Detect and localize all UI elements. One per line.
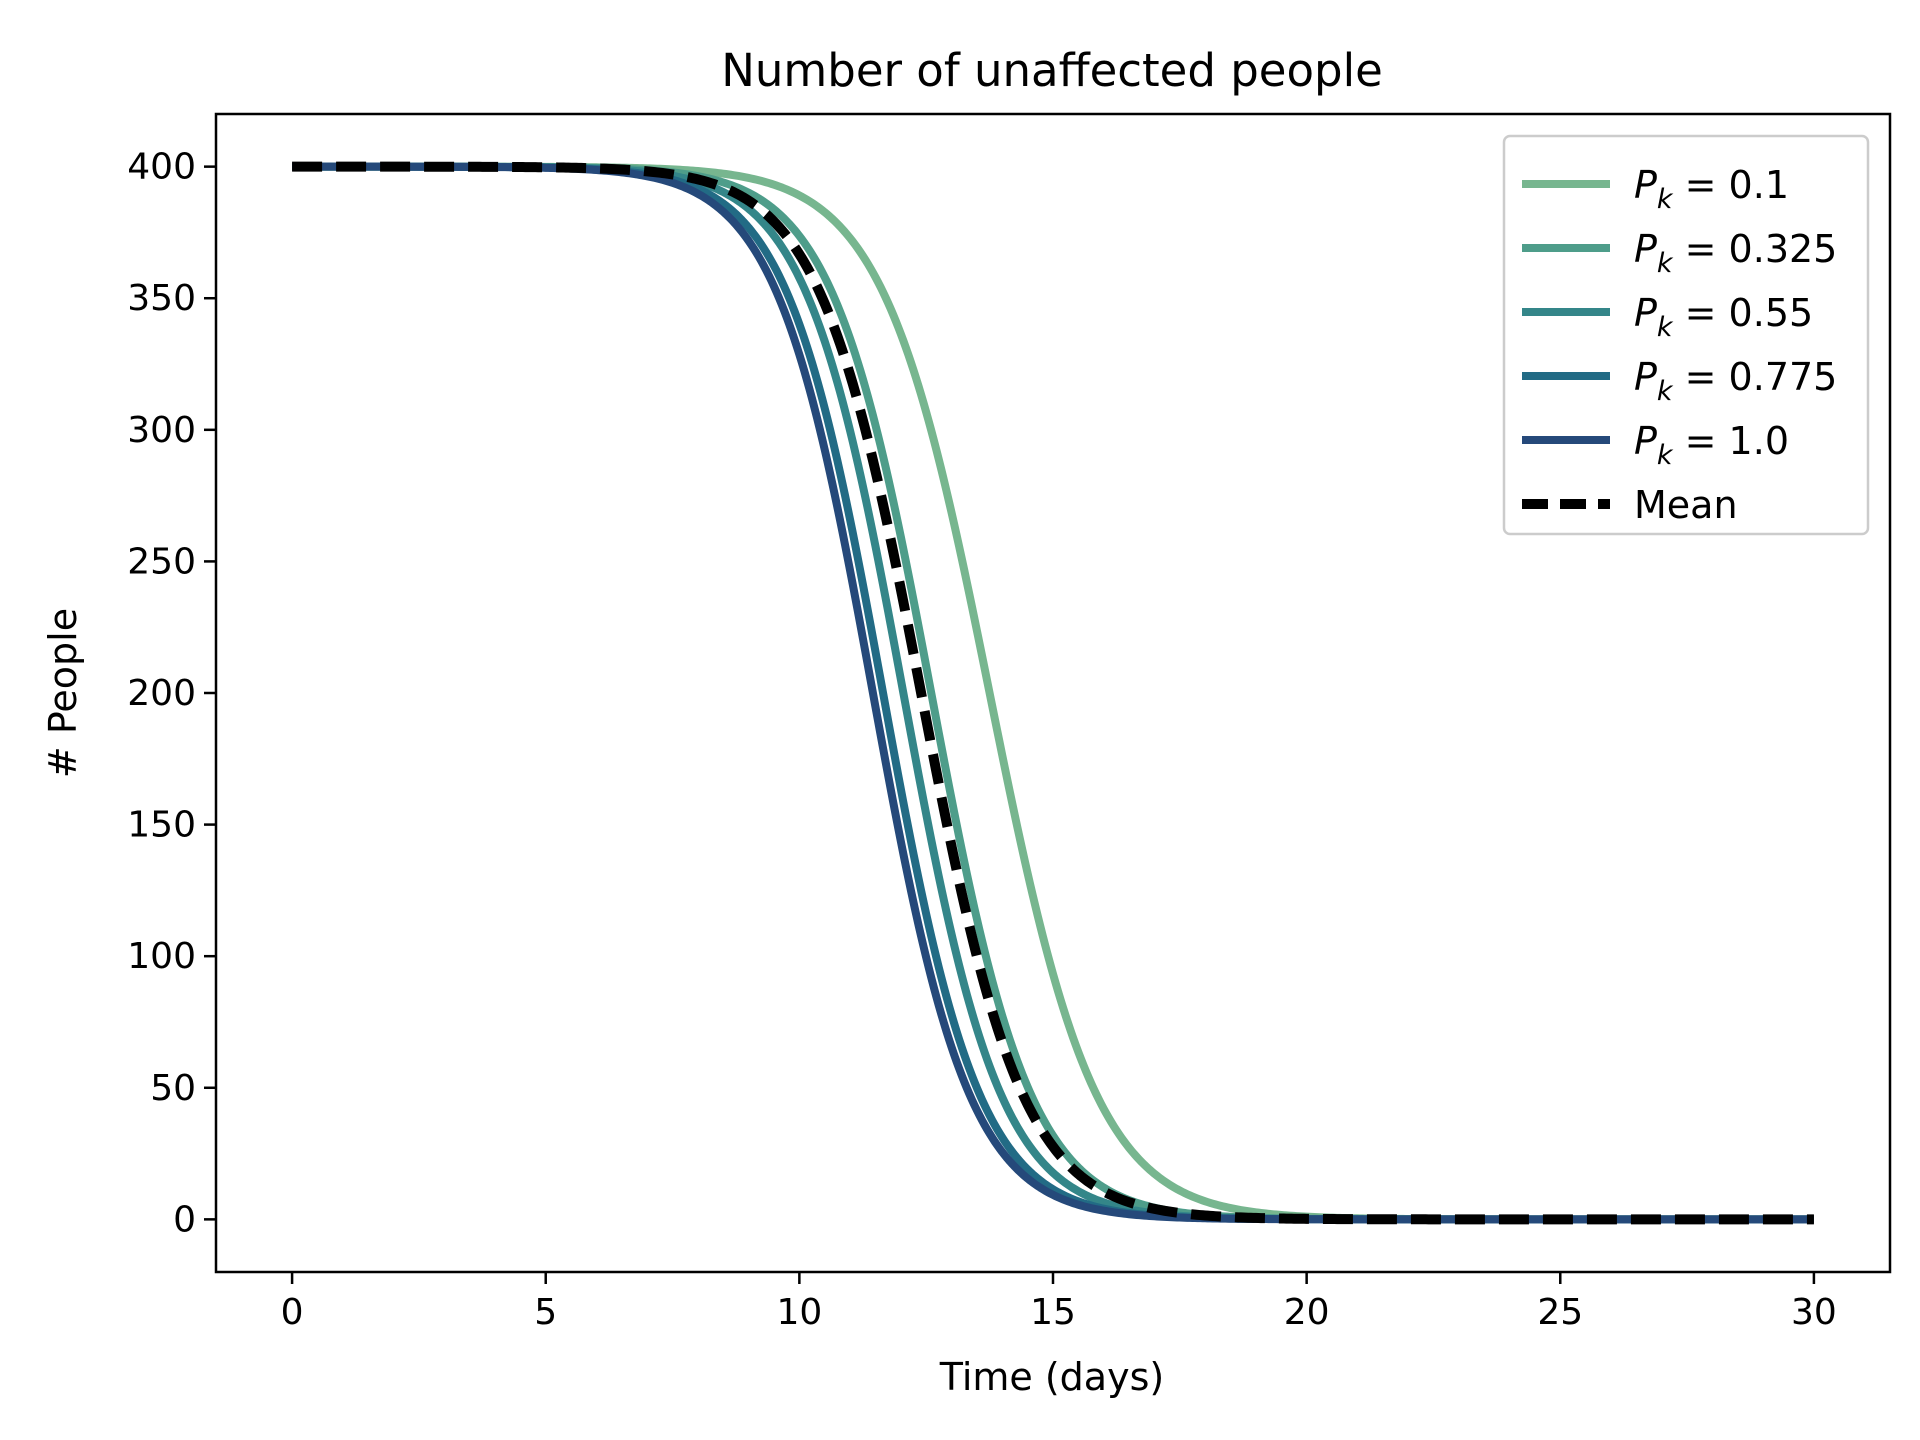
y-axis-label: # People xyxy=(41,608,85,778)
y-tick-label: 350 xyxy=(127,278,196,319)
y-tick-label: 250 xyxy=(127,541,196,582)
x-tick-label: 25 xyxy=(1537,1292,1583,1333)
x-tick-label: 20 xyxy=(1284,1292,1330,1333)
y-axis: 0 50 100 150 200 250 300 350 400 xyxy=(127,147,216,1240)
x-tick-label: 5 xyxy=(534,1292,557,1333)
legend-label-1: Pk = 0.325 xyxy=(1634,227,1837,279)
legend-label-4: Pk = 1.0 xyxy=(1634,419,1789,471)
x-tick-label: 0 xyxy=(281,1292,304,1333)
x-tick-label: 10 xyxy=(776,1292,822,1333)
x-axis: 0 5 10 15 20 25 30 xyxy=(281,1272,1837,1333)
legend: Pk = 0.1 Pk = 0.325 Pk = 0.55 Pk = 0.775 Pk … xyxy=(1502,134,1870,536)
y-tick-label: 150 xyxy=(127,805,196,846)
chart-title: Number of unaffected people xyxy=(721,44,1383,97)
legend-label-5: Mean xyxy=(1634,483,1738,527)
x-tick-label: 30 xyxy=(1791,1292,1837,1333)
series-lines xyxy=(289,161,1817,1225)
y-tick-label: 0 xyxy=(173,1199,196,1240)
legend-label-3: Pk = 0.775 xyxy=(1634,355,1837,407)
x-axis-label: Time (days) xyxy=(939,1355,1164,1399)
legend-label-0: Pk = 0.1 xyxy=(1634,163,1789,215)
plot-area xyxy=(214,112,1892,1274)
y-tick-label: 100 xyxy=(127,936,196,977)
legend-box xyxy=(1502,134,1870,536)
series-line-5 xyxy=(289,161,1817,1225)
y-tick-label: 50 xyxy=(150,1068,196,1109)
y-tick-label: 400 xyxy=(127,147,196,188)
y-tick-label: 200 xyxy=(127,673,196,714)
x-tick-label: 15 xyxy=(1030,1292,1076,1333)
legend-label-2: Pk = 0.55 xyxy=(1634,291,1813,343)
y-tick-label: 300 xyxy=(127,410,196,451)
